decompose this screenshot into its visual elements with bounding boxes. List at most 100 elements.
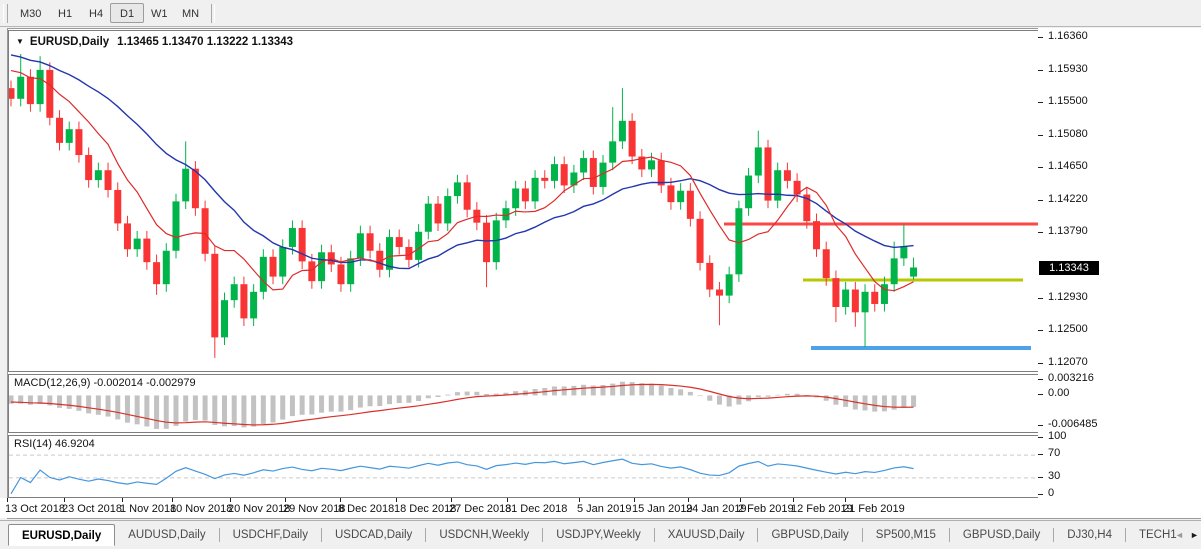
candle [648,160,656,170]
candle [221,300,229,338]
price-axis-label: 1.12500 [1048,323,1088,335]
candle [26,76,34,105]
candle [880,284,888,304]
tab-usdjpy-weekly[interactable]: USDJPY,Weekly [556,529,641,541]
candle [871,291,879,304]
date-axis-label: 2 Feb 2019 [738,503,794,515]
candle [502,208,510,221]
price-axis-label: 1.15080 [1048,128,1088,140]
date-axis-label: 23 Oct 2018 [62,503,122,515]
rsi-axis-label: 0 [1048,487,1055,499]
candle [366,233,374,251]
tab-audusd-daily[interactable]: AUDUSD,Daily [128,529,206,541]
candle [483,222,491,263]
candle [589,158,597,187]
date-axis-label: 8 Dec 2018 [338,503,395,515]
candle [162,250,170,285]
timeframe-button-d1[interactable]: D1 [110,3,145,23]
tab-usdcad-daily[interactable]: USDCAD,Daily [334,529,413,541]
candle [94,170,102,181]
current-price-box: 1.13343 [1039,261,1099,275]
candle [376,250,384,270]
tab-usdchf-daily[interactable]: USDCHF,Daily [232,529,308,541]
tab-divider [757,528,759,542]
date-axis-label: 13 Oct 2018 [5,503,65,515]
candle [783,170,791,181]
candle [900,246,908,259]
toolbar-grip-icon[interactable] [3,4,8,23]
candle [842,289,850,307]
candle [269,256,277,277]
chart-title-symbol: EURUSD,Daily [29,36,110,48]
price-axis-label: 1.15930 [1048,63,1088,75]
timeframe-button-h4[interactable]: H4 [89,8,104,20]
candle [725,274,733,296]
candle [259,256,267,292]
candle [65,129,73,143]
candle [745,175,753,209]
candle [250,291,258,319]
timeframe-button-h1[interactable]: H1 [58,8,73,20]
candle [308,261,316,282]
candle [793,180,801,195]
tab-usdcnh-weekly[interactable]: USDCNH,Weekly [439,529,530,541]
date-axis-label: 5 Jan 2019 [577,503,632,515]
candle [201,208,209,254]
tab-dj30-h4[interactable]: DJ30,H4 [1067,529,1112,541]
candle [191,168,199,209]
candle [337,264,345,285]
candle [424,203,432,232]
macd-panel[interactable]: MACD(12,26,9) -0.002014 -0.002979 [8,374,1039,433]
candle [774,170,782,201]
candle [492,220,500,263]
macd-signal-line [10,383,914,426]
rsi-axis-label: 100 [1048,430,1067,442]
price-axis-label: 1.16360 [1048,30,1088,42]
candle [541,177,549,181]
date-axis-label: 18 Dec 2018 [394,503,457,515]
timeframe-button-m30[interactable]: M30 [20,8,42,20]
candle [434,203,442,224]
candle [618,120,626,142]
candle [696,218,704,263]
time-axis[interactable]: 13 Oct 2018 23 Oct 2018 1 Nov 2018 10 Nov 2… [0,498,1201,518]
tab-divider [1053,528,1055,542]
tab-sp500-m15[interactable]: SP500,M15 [875,529,936,541]
tab-xauusd-daily[interactable]: XAUUSD,Daily [667,529,745,541]
candle [570,172,578,186]
tab-scroll-left-icon[interactable]: ◄ [1175,530,1184,540]
tab-tech1[interactable]: TECH1 [1138,529,1177,541]
tab-scroll-right-icon[interactable]: ► [1190,530,1199,540]
candle [85,155,93,181]
tab-eurusd-daily[interactable]: EURUSD,Daily [8,524,116,546]
tab-gbpusd-daily[interactable]: GBPUSD,Daily [771,529,849,541]
date-axis-label: 15 Jan 2019 [632,503,693,515]
candle [550,164,558,181]
rsi-panel[interactable]: RSI(14) 46.9204 [8,435,1039,498]
candle [298,227,306,262]
price-axis-label: 1.13790 [1048,225,1088,237]
candle [288,227,296,247]
chevron-down-icon[interactable]: ▼ [16,37,24,46]
tab-gbpusd-daily[interactable]: GBPUSD,Daily [962,529,1041,541]
tab-divider [542,528,544,542]
candle [657,160,665,186]
rsi-axis-label: 70 [1048,447,1061,460]
macd-label: MACD(12,26,9) -0.002014 -0.002979 [14,377,196,389]
candle [453,182,461,197]
candle [463,182,471,210]
candle [832,278,840,307]
timeframe-button-mn[interactable]: MN [182,8,200,20]
tab-divider [653,528,655,542]
tab-divider [861,528,863,542]
price-chart-panel[interactable] [8,30,1039,372]
candle [133,238,141,250]
candle [861,291,869,313]
timeframe-button-w1[interactable]: W1 [151,8,168,20]
candle [405,246,413,260]
candle [822,249,830,279]
candle [638,156,646,170]
candle [46,69,54,118]
chart-tab-bar: EURUSD,Daily AUDUSD,Daily USDCHF,Daily USDC… [0,520,1201,549]
candle [153,262,161,285]
